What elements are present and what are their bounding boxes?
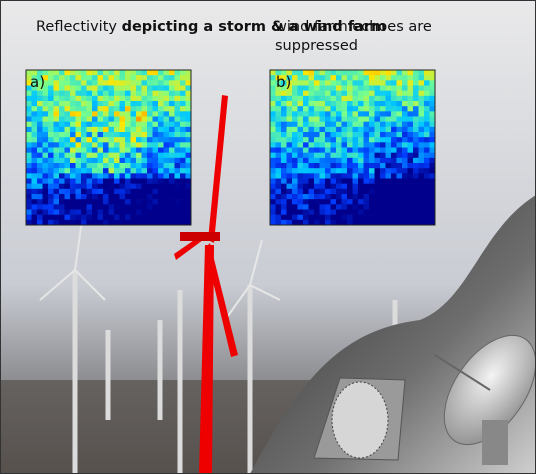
panel-label: b) xyxy=(276,73,291,91)
illustration: Reflectivity depicting a storm & a wind … xyxy=(0,0,536,474)
heatmap xyxy=(26,70,191,225)
caption-normal: Reflectivity xyxy=(36,19,117,35)
right-caption: wind farm echoes are suppressed xyxy=(275,18,455,56)
panel-label: a) xyxy=(30,73,45,91)
heatmaps xyxy=(0,0,536,474)
heatmap xyxy=(270,70,435,225)
